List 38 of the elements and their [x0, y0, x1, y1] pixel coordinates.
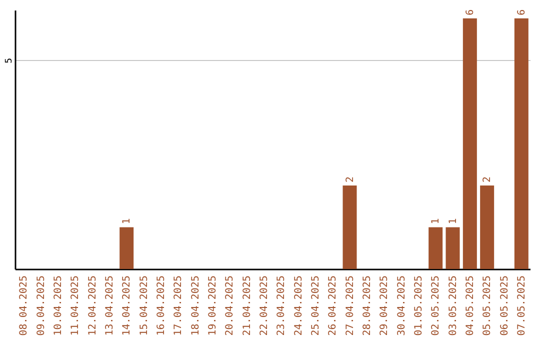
x-tick-label: 15.04.2025 [138, 276, 150, 336]
x-tick-label: 03.05.2025 [448, 276, 459, 336]
x-tick-label: 24.04.2025 [293, 276, 304, 336]
x-tick-label: 08.04.2025 [18, 276, 30, 336]
x-tick-label: 30.04.2025 [396, 276, 408, 336]
x-tick-label: 02.05.2025 [430, 276, 442, 336]
x-tick-label: 14.04.2025 [122, 276, 133, 336]
x-tick-label: 28.04.2025 [362, 276, 373, 336]
data-label: 1 [122, 218, 133, 224]
x-tick-label: 17.04.2025 [173, 276, 184, 336]
data-label: 2 [344, 176, 356, 182]
x-tick-label: 04.05.2025 [464, 276, 476, 336]
data-label: 6 [464, 9, 476, 16]
x-tick-label: 01.05.2025 [413, 276, 424, 336]
x-tick-label: 29.04.2025 [379, 276, 390, 336]
x-tick-label: 25.04.2025 [310, 276, 322, 336]
x-tick-label: 27.04.2025 [344, 276, 356, 336]
x-tick-label: 09.04.2025 [36, 276, 47, 336]
data-label: 1 [448, 218, 459, 224]
x-tick-label: 05.05.2025 [482, 276, 494, 336]
x-tick-label: 19.04.2025 [207, 276, 218, 336]
x-tick-label: 18.04.2025 [190, 276, 202, 336]
data-label: 2 [482, 176, 494, 182]
x-tick-label: 12.04.2025 [87, 276, 98, 336]
x-tick-label: 13.04.2025 [104, 276, 116, 336]
data-label: 1 [430, 218, 442, 224]
x-tick-label: 22.04.2025 [258, 276, 270, 336]
x-tick-label: 06.05.2025 [499, 276, 510, 336]
x-tick-label: 23.04.2025 [276, 276, 288, 336]
x-tick-label: 07.05.2025 [516, 276, 528, 336]
x-tick-label: 16.04.2025 [156, 276, 167, 336]
x-tick-label: 11.04.2025 [70, 276, 82, 336]
x-tick-label: 10.04.2025 [52, 276, 64, 336]
x-tick-label: 20.04.2025 [224, 276, 236, 336]
data-label: 6 [516, 9, 528, 16]
y-tick-label: 5 [4, 58, 14, 64]
x-tick-label: 26.04.2025 [328, 276, 339, 336]
x-tick-label: 21.04.2025 [242, 276, 253, 336]
